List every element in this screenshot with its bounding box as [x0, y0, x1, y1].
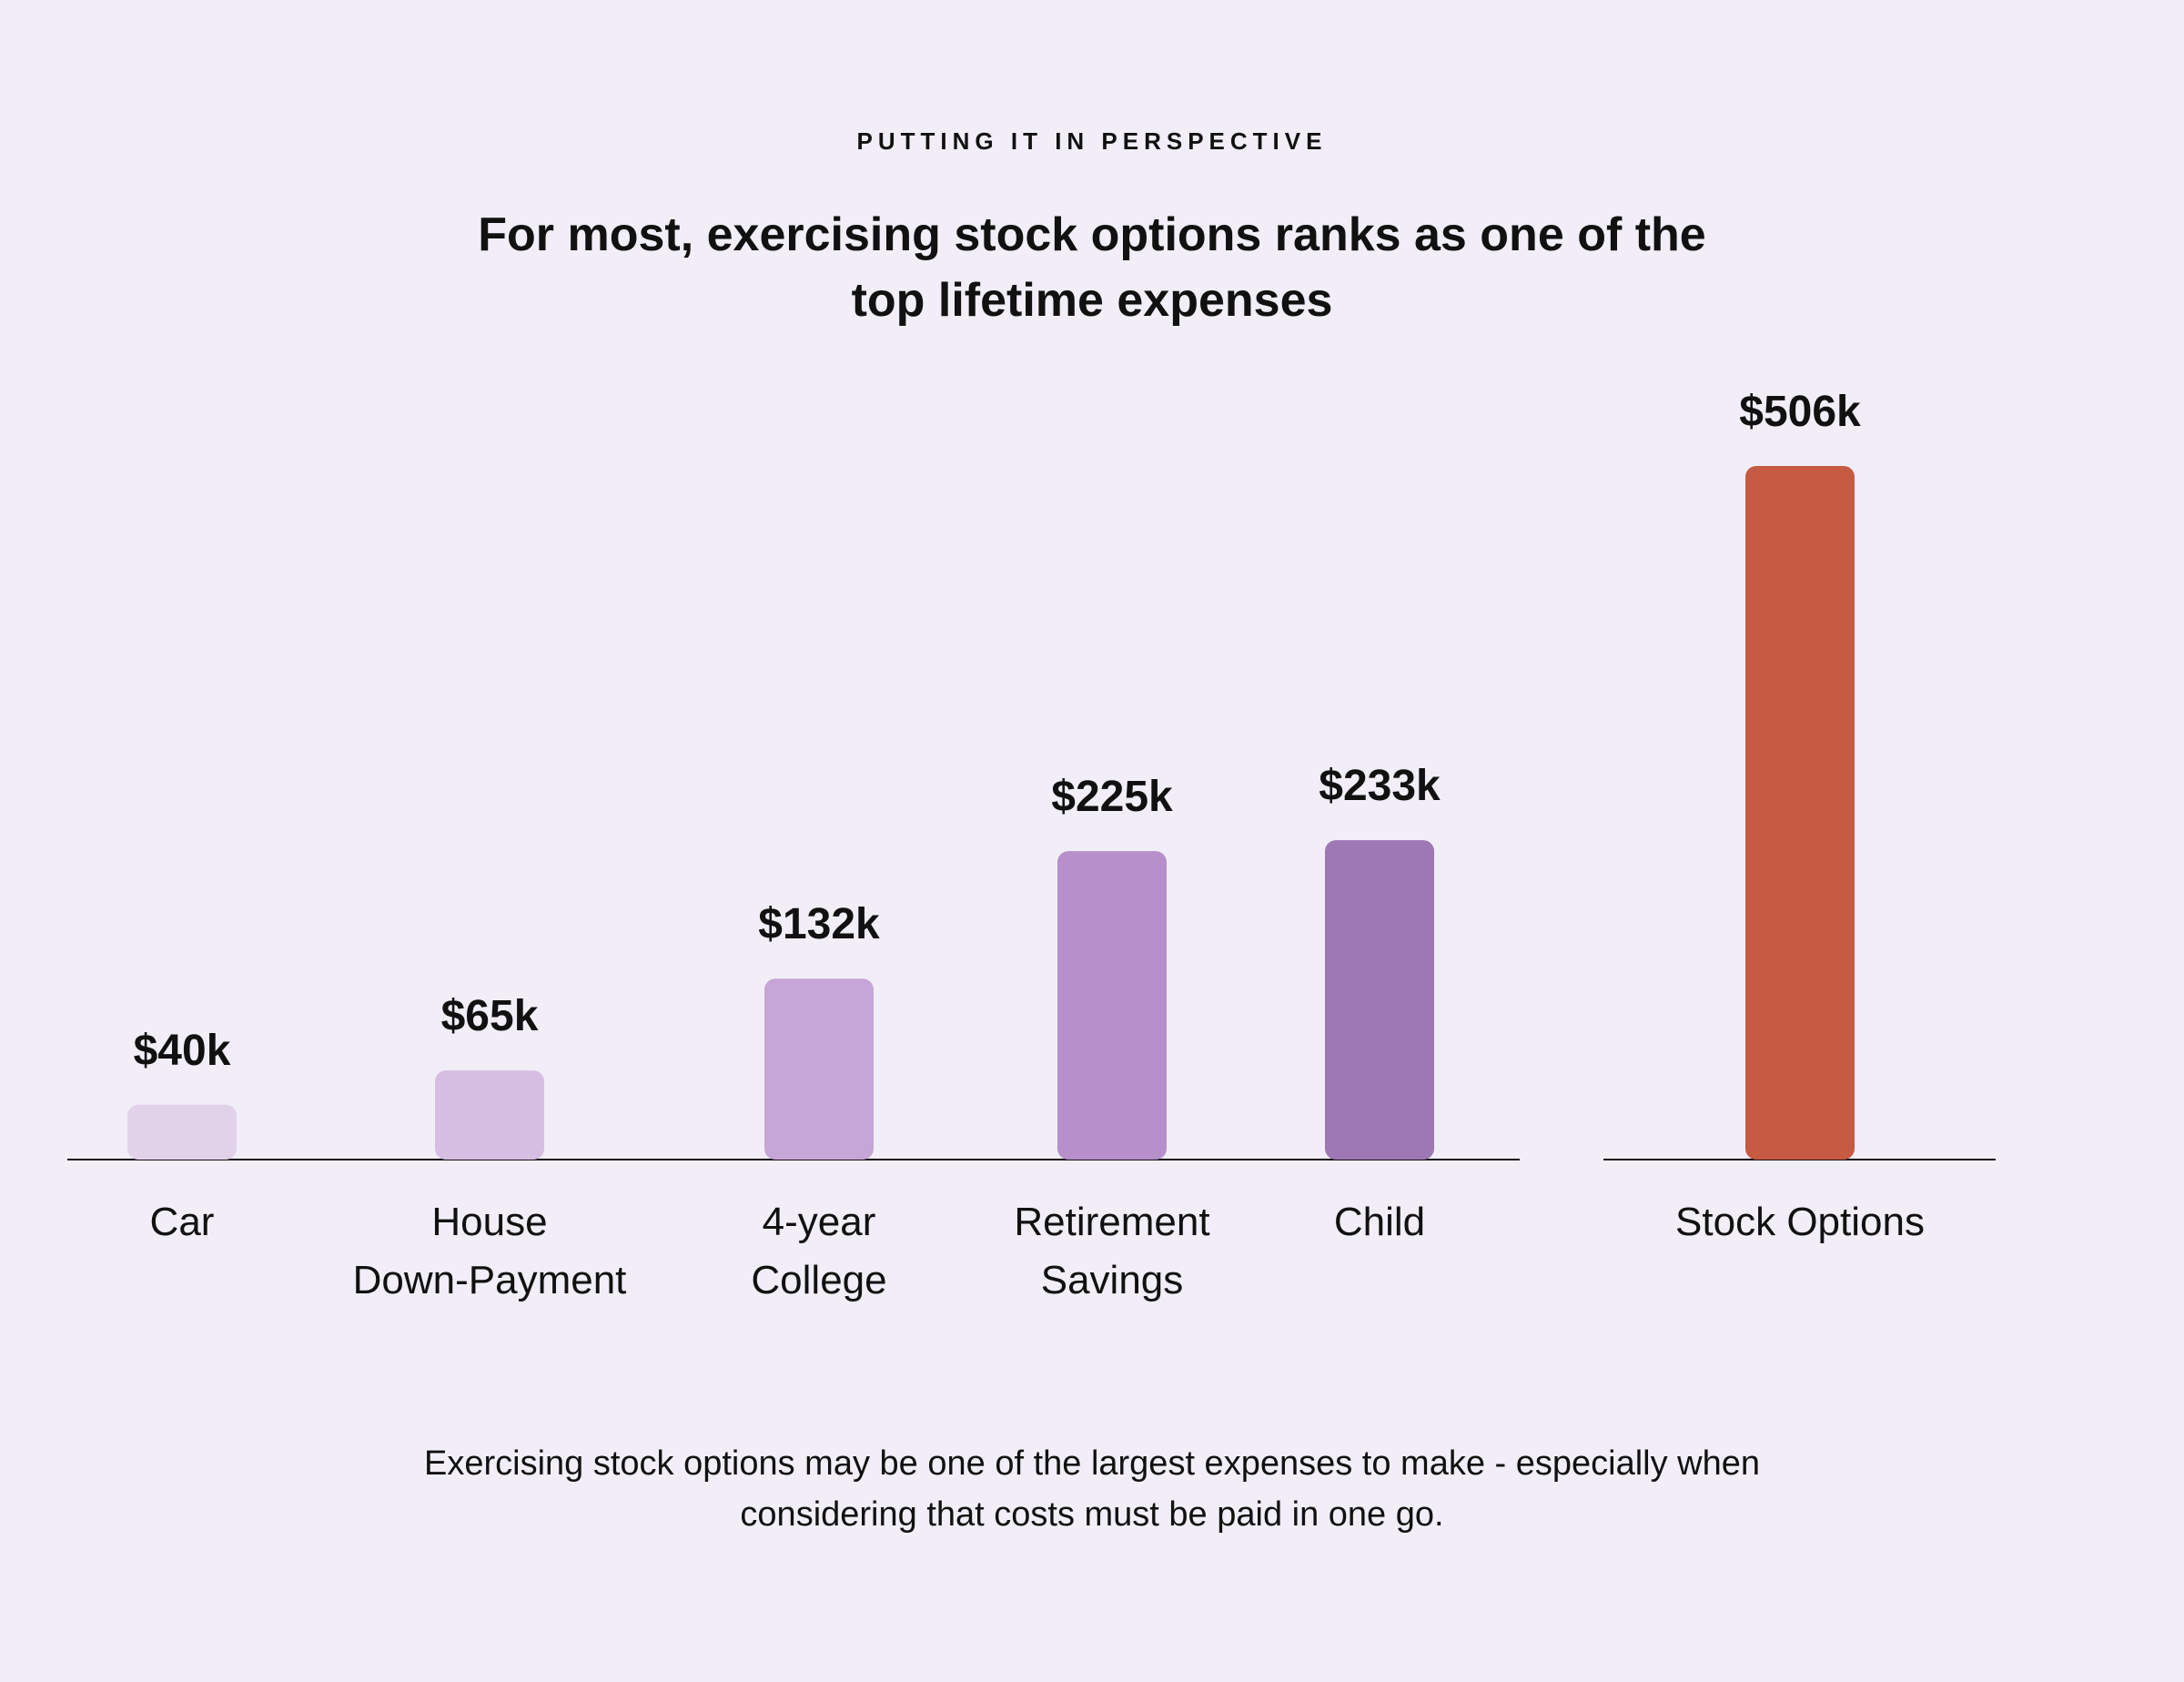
data-label-0: $40k — [134, 1027, 231, 1075]
data-label-1: $65k — [441, 992, 539, 1040]
bar-3 — [1057, 851, 1167, 1160]
data-label-4: $233k — [1319, 762, 1441, 810]
category-label-1: House Down-Payment — [353, 1200, 627, 1302]
category-label-3: Retirement Savings — [1014, 1200, 1209, 1302]
bar-2 — [764, 978, 874, 1160]
category-label-5: Stock Options — [1675, 1200, 1925, 1244]
bar-1 — [435, 1070, 544, 1160]
category-label-2: 4-year College — [751, 1200, 886, 1302]
data-label-3: $225k — [1051, 773, 1173, 821]
chart-title: For most, exercising stock options ranks… — [478, 208, 1706, 327]
bar-4 — [1325, 840, 1434, 1160]
footnote: Exercising stock options may be one of t… — [424, 1444, 1760, 1534]
bar-0 — [127, 1104, 237, 1160]
eyebrow-label: PUTTING IT IN PERSPECTIVE — [856, 127, 1328, 155]
bar-5 — [1745, 466, 1855, 1160]
data-label-2: $132k — [758, 900, 880, 948]
data-label-5: $506k — [1739, 388, 1861, 436]
category-label-4: Child — [1334, 1200, 1425, 1244]
category-label-0: Car — [150, 1200, 215, 1244]
